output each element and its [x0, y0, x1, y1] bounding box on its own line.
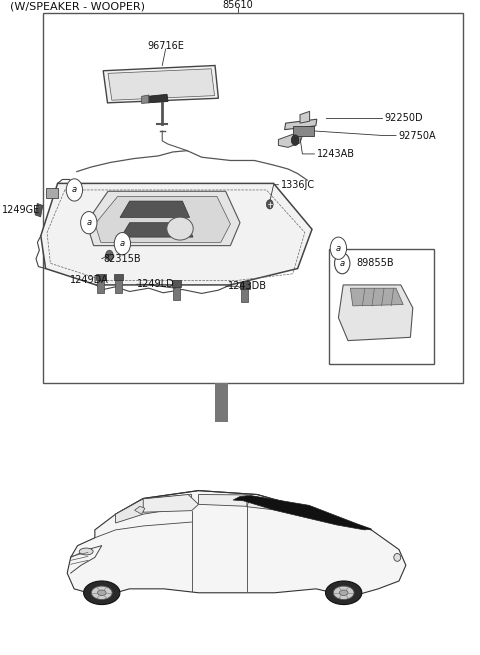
Ellipse shape — [333, 586, 354, 599]
Text: a: a — [72, 185, 77, 195]
Polygon shape — [41, 183, 312, 285]
Polygon shape — [285, 119, 317, 130]
Ellipse shape — [84, 581, 120, 605]
Circle shape — [81, 212, 97, 234]
Polygon shape — [278, 134, 302, 147]
Circle shape — [114, 233, 131, 255]
Bar — [114, 274, 123, 280]
Text: a: a — [86, 218, 91, 227]
Polygon shape — [108, 69, 215, 100]
Text: 1249LD: 1249LD — [137, 279, 175, 290]
Text: a: a — [340, 259, 345, 268]
Polygon shape — [116, 495, 192, 523]
Text: 1249DA: 1249DA — [70, 274, 108, 285]
Text: 89855B: 89855B — [357, 258, 394, 269]
Text: 92250D: 92250D — [384, 113, 422, 123]
Text: 1336JC: 1336JC — [281, 179, 315, 190]
Bar — [329, 249, 434, 364]
Polygon shape — [134, 506, 145, 514]
Text: 82315B: 82315B — [103, 253, 141, 264]
Polygon shape — [86, 191, 240, 246]
Circle shape — [291, 135, 299, 145]
Bar — [43, 13, 463, 383]
Text: 1243DB: 1243DB — [228, 281, 267, 291]
Polygon shape — [121, 223, 193, 237]
Text: 92750A: 92750A — [398, 130, 436, 141]
Text: 96716E: 96716E — [147, 41, 184, 51]
Ellipse shape — [339, 590, 348, 595]
Ellipse shape — [91, 586, 112, 599]
Polygon shape — [142, 95, 149, 103]
Bar — [240, 282, 250, 289]
Ellipse shape — [97, 590, 106, 595]
Circle shape — [66, 179, 83, 201]
Circle shape — [266, 200, 273, 209]
Polygon shape — [350, 288, 403, 306]
Ellipse shape — [394, 553, 401, 561]
Text: a: a — [336, 244, 341, 253]
Bar — [173, 287, 180, 300]
Polygon shape — [120, 201, 190, 217]
Polygon shape — [300, 111, 310, 123]
Circle shape — [330, 237, 347, 259]
Bar — [46, 188, 58, 198]
Polygon shape — [247, 496, 281, 510]
Polygon shape — [143, 495, 199, 512]
Polygon shape — [103, 66, 218, 103]
Bar — [96, 274, 106, 280]
Bar — [115, 280, 122, 293]
Ellipse shape — [325, 581, 362, 605]
Bar — [35, 204, 43, 217]
Circle shape — [106, 250, 113, 261]
Bar — [293, 126, 314, 136]
Polygon shape — [338, 285, 413, 341]
Polygon shape — [67, 491, 406, 597]
Ellipse shape — [79, 548, 93, 555]
Circle shape — [335, 253, 350, 274]
Text: 1243AB: 1243AB — [317, 149, 355, 159]
Polygon shape — [199, 495, 247, 506]
Polygon shape — [215, 383, 228, 422]
Bar — [97, 280, 104, 293]
Text: 85610: 85610 — [222, 0, 253, 10]
Polygon shape — [148, 94, 168, 103]
Bar — [241, 289, 248, 302]
Bar — [172, 280, 181, 287]
Text: (W/SPEAKER - WOOPER): (W/SPEAKER - WOOPER) — [10, 1, 144, 11]
Ellipse shape — [167, 217, 193, 240]
Text: 1249GE: 1249GE — [2, 204, 41, 215]
Polygon shape — [233, 495, 372, 530]
Text: a: a — [120, 239, 125, 248]
Polygon shape — [95, 196, 230, 242]
